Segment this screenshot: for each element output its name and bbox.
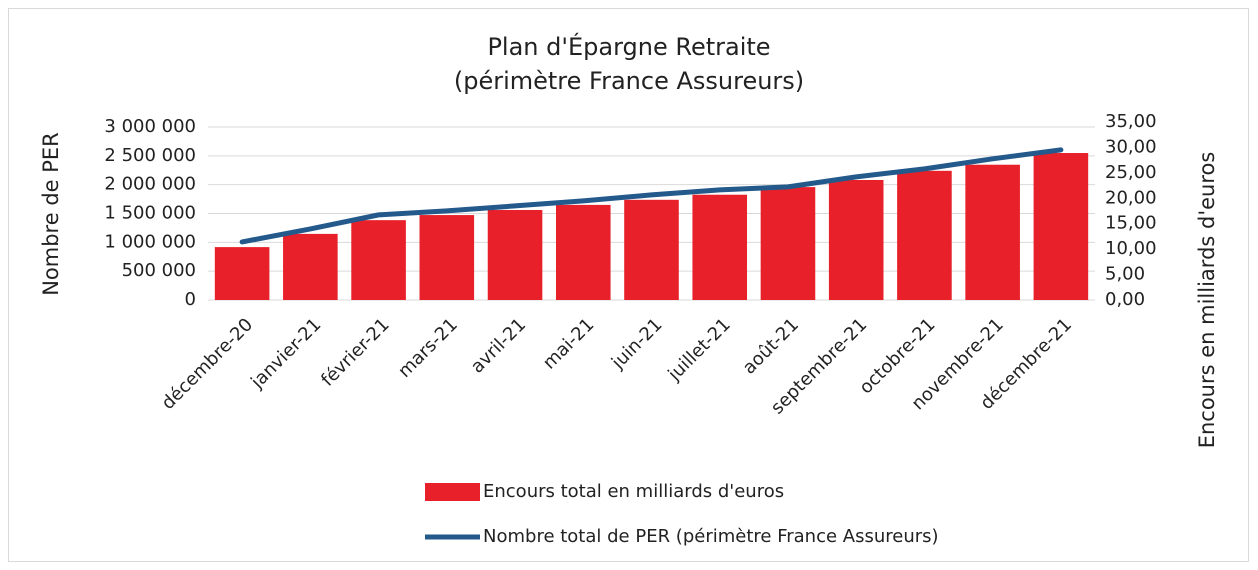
bar — [283, 233, 338, 300]
y2-tick-label: 10,00 — [1105, 238, 1157, 259]
bar — [828, 179, 884, 300]
line — [239, 147, 1064, 245]
y2-tick-label: 20,00 — [1105, 187, 1157, 208]
y2-tick-label: 0,00 — [1105, 289, 1145, 310]
bar — [487, 209, 543, 300]
y2-axis-title: Encours en milliards d'euros — [1195, 152, 1219, 449]
y2-tick-label: 5,00 — [1105, 264, 1145, 285]
bar — [624, 199, 679, 300]
y2-tick-label: 30,00 — [1105, 136, 1157, 157]
chart-subtitle: (périmètre France Assureurs) — [454, 67, 804, 95]
bar — [555, 204, 611, 300]
legend-label: Nombre total de PER (périmètre France As… — [483, 526, 939, 547]
bar — [351, 220, 406, 300]
y-tick-label: 1 000 000 — [104, 231, 196, 252]
legend-label: Encours total en milliards d'euros — [483, 481, 784, 502]
y2-tick-label: 25,00 — [1105, 162, 1157, 183]
y-tick-label: 2 000 000 — [104, 174, 196, 195]
y2-tick-label: 15,00 — [1105, 213, 1157, 234]
bar — [760, 187, 816, 300]
bar — [419, 215, 475, 300]
y-tick-label: 2 500 000 — [104, 145, 196, 166]
chart-title: Plan d'Épargne Retraite — [487, 32, 770, 61]
y2-tick-label: 35,00 — [1105, 111, 1157, 132]
y-tick-label: 500 000 — [122, 260, 196, 281]
y-tick-label: 1 500 000 — [104, 203, 196, 224]
bar — [897, 170, 952, 300]
bar — [692, 194, 748, 300]
bar — [1033, 153, 1089, 300]
bar — [965, 164, 1020, 300]
legend-swatch — [425, 483, 480, 501]
y-tick-label: 0 — [185, 289, 196, 310]
bar — [214, 247, 270, 300]
y-tick-label: 3 000 000 — [104, 116, 196, 137]
y-axis-title: Nombre de PER — [39, 132, 63, 296]
